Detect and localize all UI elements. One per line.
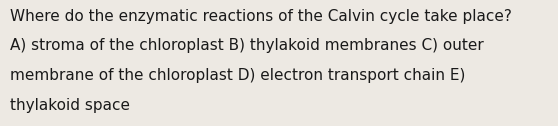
Text: thylakoid space: thylakoid space — [10, 98, 130, 113]
Text: Where do the enzymatic reactions of the Calvin cycle take place?: Where do the enzymatic reactions of the … — [10, 9, 512, 24]
Text: A) stroma of the chloroplast B) thylakoid membranes C) outer: A) stroma of the chloroplast B) thylakoi… — [10, 38, 484, 53]
Text: membrane of the chloroplast D) electron transport chain E): membrane of the chloroplast D) electron … — [10, 68, 465, 83]
